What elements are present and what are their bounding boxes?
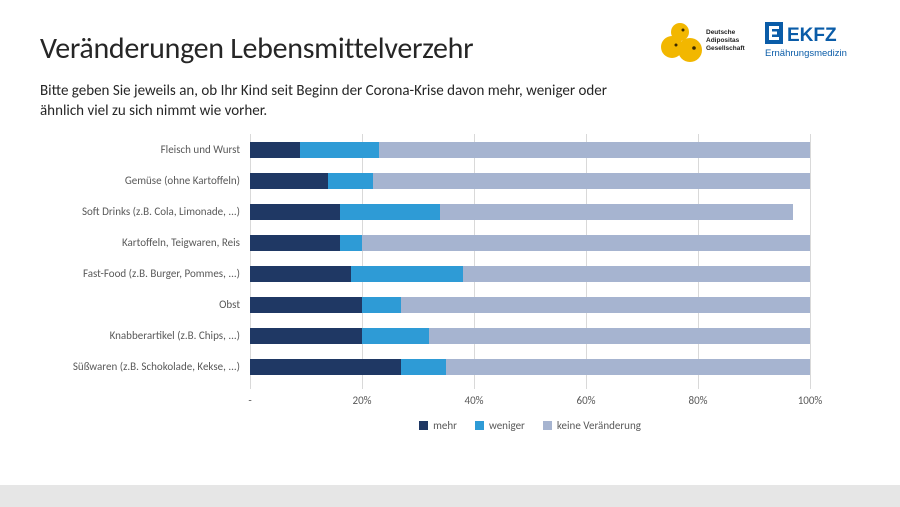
dag-logo: Deutsche Adipositas Gesellschaft: [660, 20, 755, 64]
chart: - 20% 40% 60% 80% 100% Fleisch und Wurst Gemüse…: [50, 134, 840, 444]
bar-segment-weniger: [351, 266, 463, 282]
bar-segment-mehr: [250, 266, 351, 282]
bar-segment-mehr: [250, 328, 362, 344]
category-label: Fast-Food (z.B. Burger, Pommes, ...): [83, 266, 240, 282]
bar-segment-mehr: [250, 359, 401, 375]
category-label: Gemüse (ohne Kartoffeln): [125, 173, 240, 189]
ekfz-name: EKFZ: [787, 25, 837, 46]
bar-segment-mehr: [250, 204, 340, 220]
bar-segment-weniger: [362, 328, 429, 344]
bar-segment-keine: [373, 173, 810, 189]
footer-bar: [0, 485, 900, 507]
bar-segment-keine: [463, 266, 810, 282]
bar-segment-keine: [379, 142, 810, 158]
x-tick-label: 60%: [576, 394, 595, 407]
logo-block: Deutsche Adipositas Gesellschaft EKFZ Er…: [660, 20, 860, 64]
bar-row: [250, 173, 810, 189]
category-label: Süßwaren (z.B. Schokolade, Kekse, ...): [73, 359, 240, 375]
legend-item-weniger: weniger: [475, 419, 525, 432]
bar-segment-mehr: [250, 173, 328, 189]
bar-segment-mehr: [250, 235, 340, 251]
bar-segment-weniger: [340, 204, 441, 220]
bar-segment-keine: [401, 297, 810, 313]
category-label: Kartoffeln, Teigwaren, Reis: [122, 235, 240, 251]
category-label: Soft Drinks (z.B. Cola, Limonade, ...): [82, 204, 240, 220]
legend: mehr weniger keine Veränderung: [250, 419, 810, 432]
bar-row: [250, 328, 810, 344]
bar-row: [250, 359, 810, 375]
slide: Deutsche Adipositas Gesellschaft EKFZ Er…: [0, 0, 900, 507]
bar-segment-mehr: [250, 142, 300, 158]
bar-segment-keine: [362, 235, 810, 251]
x-tick-label: 100%: [798, 394, 823, 407]
bar-segment-weniger: [362, 297, 401, 313]
x-tick-label: 40%: [464, 394, 483, 407]
bar-segment-mehr: [250, 297, 362, 313]
bar-row: [250, 142, 810, 158]
category-label: Obst: [219, 297, 240, 313]
legend-label: mehr: [433, 419, 457, 432]
legend-swatch: [419, 421, 428, 430]
bar-row: [250, 235, 810, 251]
legend-swatch: [543, 421, 552, 430]
bar-row: [250, 266, 810, 282]
dag-text-3: Gesellschaft: [706, 45, 745, 52]
dag-text-1: Deutsche: [706, 29, 736, 36]
legend-label: weniger: [489, 419, 525, 432]
category-label: Knabberartikel (z.B. Chips, ...): [110, 328, 240, 344]
bar-row: [250, 204, 793, 220]
ekfz-sub: Ernährungsmedizin: [765, 48, 847, 59]
bar-segment-weniger: [340, 235, 362, 251]
ekfz-logo: EKFZ Ernährungsmedizin: [765, 20, 860, 64]
page-subtitle: Bitte geben Sie jeweils an, ob Ihr Kind …: [40, 81, 640, 122]
bar-segment-keine: [446, 359, 810, 375]
bar-segment-keine: [429, 328, 810, 344]
legend-swatch: [475, 421, 484, 430]
legend-item-keine: keine Veränderung: [543, 419, 641, 432]
plot-area: -20%40%60%80%100%Fleisch und WurstGemüse…: [250, 134, 810, 389]
bar-row: [250, 297, 810, 313]
gridline: [810, 134, 811, 389]
legend-label: keine Veränderung: [557, 419, 641, 432]
dag-text-2: Adipositas: [706, 37, 740, 44]
bar-segment-weniger: [401, 359, 446, 375]
x-tick-label: -: [248, 394, 251, 407]
legend-item-mehr: mehr: [419, 419, 457, 432]
x-tick-label: 20%: [352, 394, 371, 407]
category-label: Fleisch und Wurst: [161, 142, 240, 158]
bar-segment-keine: [440, 204, 793, 220]
x-tick-label: 80%: [688, 394, 707, 407]
bar-segment-weniger: [300, 142, 378, 158]
bar-segment-weniger: [328, 173, 373, 189]
